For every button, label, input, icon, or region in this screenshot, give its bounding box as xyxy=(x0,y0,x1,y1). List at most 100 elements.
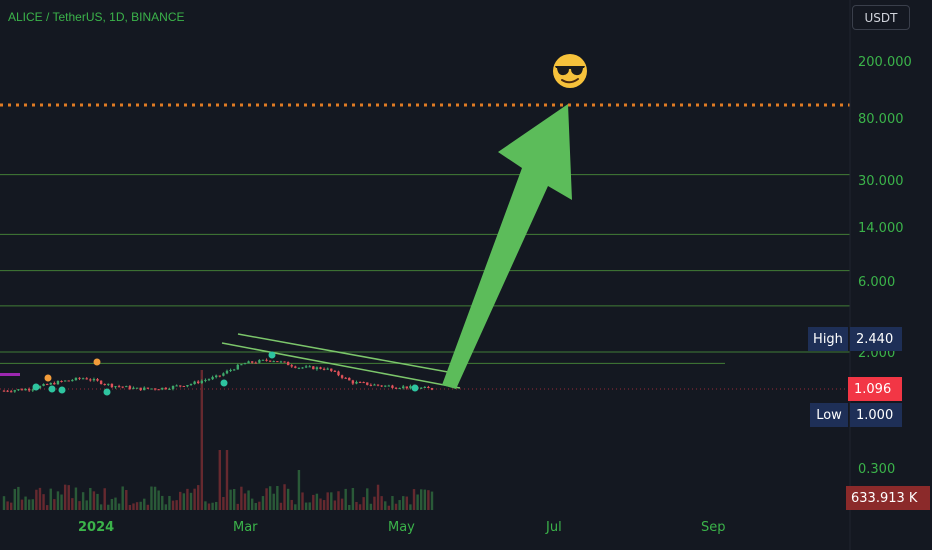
signal-marker xyxy=(48,385,56,393)
candle-body xyxy=(67,380,70,382)
candle-body xyxy=(207,379,211,381)
high-value-tag: 2.440 xyxy=(850,327,902,351)
volume-bar xyxy=(247,490,250,510)
candle-body xyxy=(150,388,153,390)
candle-body xyxy=(125,386,128,388)
candle-body xyxy=(276,361,279,363)
volume-bar xyxy=(117,503,121,510)
currency-selector[interactable]: USDT xyxy=(852,5,910,30)
candle-body xyxy=(366,382,369,385)
candle-body xyxy=(362,382,365,384)
candle-body xyxy=(402,386,405,389)
volume-bar xyxy=(9,502,13,510)
volume-bar xyxy=(405,496,409,510)
y-tick-label: 30.000 xyxy=(858,174,904,189)
candle-body xyxy=(9,391,13,393)
candle-body xyxy=(330,368,333,371)
candle-body xyxy=(164,387,168,390)
volume-bar xyxy=(261,496,265,510)
x-tick-label: 2024 xyxy=(78,520,115,535)
candle-body xyxy=(139,387,142,391)
volume-bar xyxy=(412,489,416,510)
candle-body xyxy=(304,366,308,368)
volume-bar xyxy=(13,488,16,510)
candle-body xyxy=(157,389,160,391)
volume-bar xyxy=(279,502,283,510)
volume-bar xyxy=(391,496,394,510)
volume-bar xyxy=(265,488,268,510)
volume-bar xyxy=(398,500,401,510)
candle-body xyxy=(250,361,254,363)
candle-body xyxy=(348,377,351,381)
volume-bar xyxy=(402,496,405,510)
volume-bar xyxy=(31,499,34,510)
signal-marker xyxy=(44,374,52,382)
volume-bar xyxy=(215,501,218,510)
candle-body xyxy=(232,369,236,371)
volume-bar xyxy=(179,491,182,510)
candle-body xyxy=(240,364,243,366)
volume-bar xyxy=(351,487,355,510)
candle-body xyxy=(225,370,229,374)
volume-bar xyxy=(204,501,207,510)
volume-bar xyxy=(78,501,81,510)
candle-body xyxy=(351,380,355,384)
volume-bar xyxy=(81,492,85,510)
candle-body xyxy=(63,380,67,382)
candle-body xyxy=(153,388,157,390)
volume-bar xyxy=(146,504,150,510)
candle-body xyxy=(200,380,204,384)
volume-bar xyxy=(416,494,419,510)
volume-bar xyxy=(161,495,164,510)
low-value-tag: 1.000 xyxy=(850,403,902,427)
volume-bar xyxy=(268,486,272,510)
volume-bar xyxy=(24,496,27,510)
volume-bar xyxy=(225,450,229,510)
volume-bar xyxy=(294,504,297,510)
candle-body xyxy=(161,387,164,390)
volume-bar xyxy=(312,494,315,510)
current-price-tag: 1.096 xyxy=(848,377,902,401)
candle-body xyxy=(358,382,362,384)
volume-bar xyxy=(110,498,114,510)
volume-bar xyxy=(71,498,74,510)
volume-bar xyxy=(153,486,157,510)
volume-bar xyxy=(283,484,286,510)
volume-bar xyxy=(60,494,63,510)
volume-bar xyxy=(42,494,45,510)
candle-body xyxy=(420,387,423,389)
volume-bar xyxy=(243,493,247,510)
signal-marker xyxy=(268,351,276,359)
volume-bar xyxy=(49,488,52,510)
candle-body xyxy=(254,362,257,364)
candle-body xyxy=(290,365,293,367)
volume-bar xyxy=(229,489,232,510)
volume-bar xyxy=(17,486,20,510)
candle-body xyxy=(128,386,132,389)
volume-bar xyxy=(207,503,211,510)
candles xyxy=(2,358,434,393)
volume-bar xyxy=(103,488,106,510)
volume-bar xyxy=(290,499,293,510)
candle-body xyxy=(430,388,434,390)
volume-bar xyxy=(175,500,178,510)
candle-body xyxy=(380,385,383,387)
candle-body xyxy=(376,384,380,386)
candle-body xyxy=(265,359,268,361)
candle-body xyxy=(71,380,74,382)
volume-bar xyxy=(164,504,168,510)
volume-bar xyxy=(337,491,340,510)
candle-body xyxy=(56,380,60,385)
candle-body xyxy=(283,361,286,363)
candle-body xyxy=(272,361,275,363)
volume-bar xyxy=(276,486,279,510)
volume-value-tag: 633.913 K xyxy=(846,486,930,510)
volume-bar xyxy=(250,498,254,510)
volume-bar xyxy=(330,492,333,510)
volume-bar xyxy=(308,502,311,510)
volume-bar xyxy=(366,488,369,510)
candle-body xyxy=(182,385,186,387)
volume-bar xyxy=(197,485,200,510)
